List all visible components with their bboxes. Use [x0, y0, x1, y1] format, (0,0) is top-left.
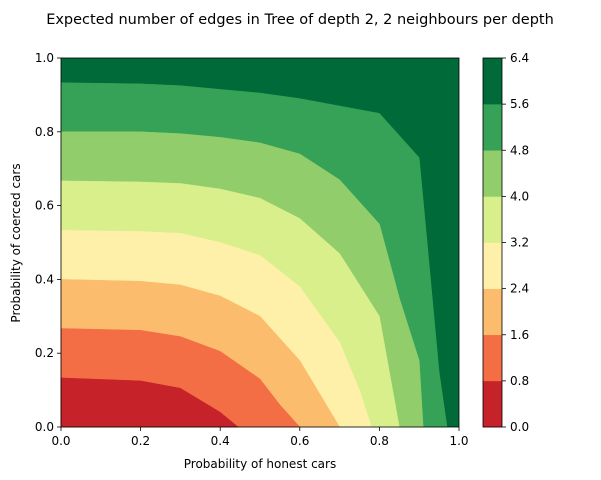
- colorbar-segment: [483, 196, 502, 243]
- contour-plot-area: [60, 58, 459, 428]
- colorbar-segment: [483, 150, 502, 197]
- y-axis-label: Probability of coerced cars: [9, 163, 23, 322]
- y-tick-label: 0.8: [35, 125, 54, 139]
- x-axis-label: Probability of honest cars: [184, 457, 336, 471]
- colorbar-tick-label: 3.2: [510, 236, 529, 250]
- colorbar-tick-label: 4.8: [510, 143, 529, 157]
- y-tick-label: 0.6: [35, 199, 54, 213]
- colorbar-tick-label: 0.8: [510, 374, 529, 388]
- colorbar-tick-label: 2.4: [510, 282, 529, 296]
- colorbar-segment: [483, 334, 502, 382]
- x-tick-label: 0.0: [51, 434, 70, 448]
- colorbar-segment: [483, 380, 502, 428]
- y-tick-label: 0.0: [35, 420, 54, 434]
- y-tick-label: 0.4: [35, 272, 54, 286]
- x-tick-label: 0.4: [211, 434, 230, 448]
- colorbar: 0.0 0.8 1.6 2.4 3.2 4.0 4.8 5.6 6.4: [482, 51, 529, 434]
- colorbar-tick-label: 0.0: [510, 420, 529, 434]
- colorbar-segment: [483, 104, 502, 151]
- x-axis-ticks: 0.0 0.2 0.4 0.6 0.8 1.0: [51, 427, 469, 448]
- colorbar-tick-label: 1.6: [510, 328, 529, 342]
- x-tick-label: 0.8: [370, 434, 389, 448]
- x-tick-label: 1.0: [449, 434, 468, 448]
- colorbar-segment: [483, 288, 502, 336]
- y-tick-label: 1.0: [35, 51, 54, 65]
- y-tick-label: 0.2: [35, 346, 54, 360]
- colorbar-segment: [483, 242, 502, 289]
- plot-frame: [60, 57, 460, 428]
- colorbar-segment: [483, 58, 502, 105]
- colorbar-tick-label: 4.0: [510, 189, 529, 203]
- y-axis-ticks: 0.0 0.2 0.4 0.6 0.8 1.0: [35, 51, 61, 434]
- chart-title: Expected number of edges in Tree of dept…: [46, 12, 554, 28]
- colorbar-tick-label: 5.6: [510, 97, 529, 111]
- x-tick-label: 0.6: [290, 434, 309, 448]
- x-tick-label: 0.2: [131, 434, 150, 448]
- colorbar-tick-label: 6.4: [510, 51, 529, 65]
